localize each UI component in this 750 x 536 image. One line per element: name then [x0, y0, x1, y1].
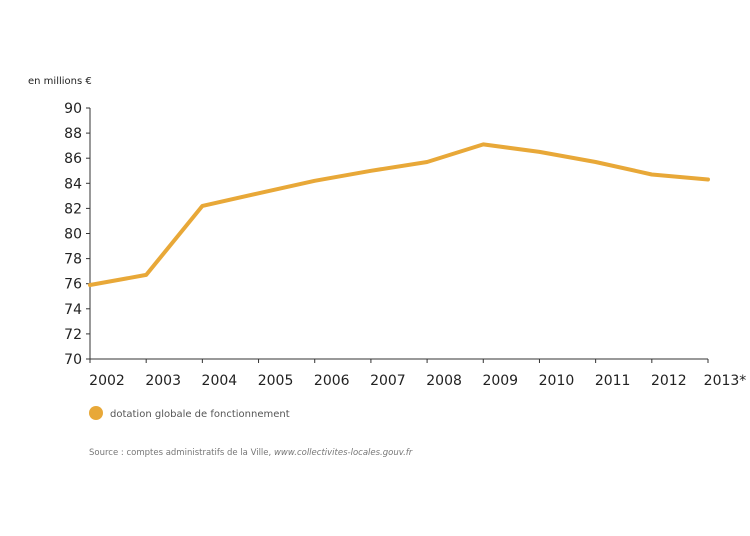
legend-marker — [89, 406, 103, 420]
unit-label: en millions € — [28, 76, 92, 87]
series-line — [88, 142, 710, 287]
legend: dotation globale de fonctionnement — [89, 406, 290, 420]
x-tick-label: 2012 — [651, 373, 687, 389]
data-point — [426, 161, 428, 163]
data-point — [145, 274, 147, 276]
data-point — [370, 170, 372, 172]
y-tick-label: 88 — [64, 126, 82, 142]
x-tick-label: 2004 — [202, 373, 238, 389]
data-point — [595, 161, 597, 163]
y-tick-label: 80 — [64, 227, 82, 243]
y-tick-label: 90 — [64, 101, 82, 117]
y-axis: 70 72 74 76 78 80 82 84 86 88 90 — [64, 101, 91, 368]
data-point — [707, 179, 709, 181]
x-tick-label: 2003 — [145, 373, 181, 389]
y-tick-label: 72 — [64, 327, 82, 343]
x-tick-label: 2008 — [426, 373, 462, 389]
x-axis: 2002 2003 2004 2005 2006 2007 2008 2009 2010 2011… — [89, 358, 747, 389]
x-tick-label: 2011 — [595, 373, 631, 389]
x-tick-label: 2013* — [704, 373, 747, 389]
x-tick-label: 2007 — [370, 373, 406, 389]
data-point — [314, 180, 316, 182]
x-tick-label: 2002 — [89, 373, 125, 389]
data-point — [538, 151, 540, 153]
x-tick-label: 2010 — [539, 373, 575, 389]
y-tick-label: 70 — [64, 352, 82, 368]
y-tick-label: 84 — [64, 176, 82, 192]
source-link: www.collectivites-locales.gouv.fr — [274, 448, 413, 458]
data-point — [258, 192, 260, 194]
source-note: Source : comptes administratifs de la Vi… — [89, 448, 413, 458]
x-tick-label: 2009 — [482, 373, 518, 389]
data-point — [651, 174, 653, 176]
y-tick-label: 78 — [64, 252, 82, 268]
plot-area — [88, 142, 710, 287]
y-tick-label: 82 — [64, 201, 82, 217]
x-tick-label: 2005 — [258, 373, 294, 389]
data-point — [482, 143, 484, 145]
source-prefix: Source : comptes administratifs de la Vi… — [89, 448, 274, 458]
legend-label: dotation globale de fonctionnement — [110, 409, 290, 420]
y-tick-label: 74 — [64, 302, 82, 318]
x-tick-label: 2006 — [314, 373, 350, 389]
data-point — [201, 205, 203, 207]
y-tick-label: 76 — [64, 277, 82, 293]
data-point — [89, 284, 91, 286]
y-tick-label: 86 — [64, 151, 82, 167]
